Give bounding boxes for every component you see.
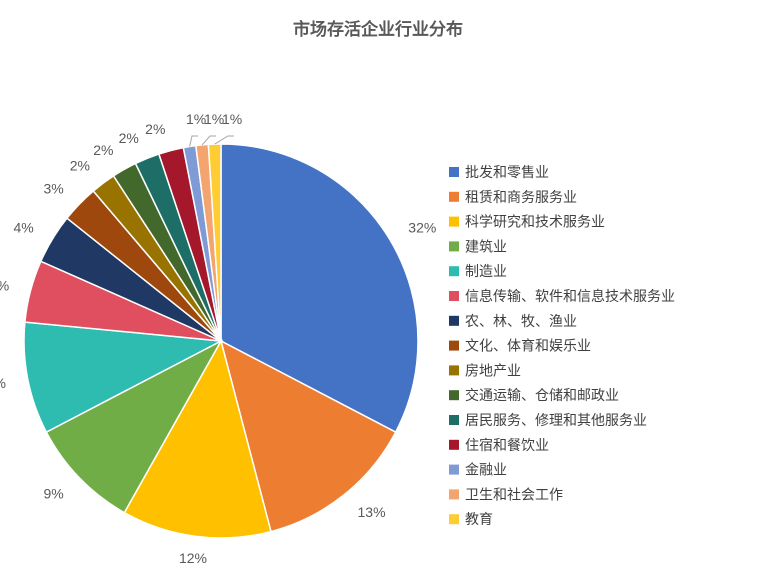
legend-swatch <box>449 365 459 376</box>
data-label: 1% <box>204 111 224 127</box>
legend-item: 制造业 <box>449 264 507 280</box>
legend-label: 交通运输、仓储和邮政业 <box>465 387 619 404</box>
data-label: 1% <box>222 111 242 127</box>
legend-swatch <box>449 167 459 177</box>
legend-item: 金融业 <box>449 463 507 479</box>
data-label: 3% <box>43 181 63 197</box>
data-label: 9% <box>43 485 63 501</box>
data-label: 2% <box>93 142 113 158</box>
legend-item: 教育 <box>449 512 493 528</box>
data-label: 32% <box>408 220 436 236</box>
data-label: 4% <box>13 220 33 236</box>
legend-swatch <box>449 315 459 326</box>
legend-swatch <box>449 390 459 401</box>
pie-slice <box>23 321 224 434</box>
legend-item: 交通运输、仓储和邮政业 <box>449 387 619 404</box>
legend-item: 批发和零售业 <box>449 165 549 181</box>
legend-item: 租赁和商务服务业 <box>449 190 577 206</box>
legend-label: 文化、体育和娱乐业 <box>465 339 591 355</box>
legend-label: 房地产业 <box>465 363 521 379</box>
legend-swatch <box>449 241 459 252</box>
pie-slice <box>220 143 419 434</box>
legend-swatch <box>449 464 459 475</box>
legend-label: 制造业 <box>465 264 507 280</box>
data-label: 2% <box>119 130 139 146</box>
legend-label: 金融业 <box>465 463 507 479</box>
legend-swatch <box>449 291 459 301</box>
data-label: 12% <box>179 550 207 566</box>
legend-label: 教育 <box>465 512 493 528</box>
data-label: 2% <box>145 121 165 137</box>
legend-item: 建筑业 <box>449 239 507 255</box>
pie-slice <box>207 143 222 342</box>
legend-label: 卫生和社会工作 <box>465 487 563 503</box>
legend-label: 建筑业 <box>465 239 507 255</box>
legend-label: 科学研究和技术服务业 <box>465 215 605 231</box>
leader-line <box>189 135 198 147</box>
legend-swatch <box>449 439 459 450</box>
pie-slice <box>219 339 397 533</box>
legend-item: 房地产业 <box>449 363 521 379</box>
chart-title: 市场存活企业行业分布 <box>293 19 463 40</box>
legend-item: 卫生和社会工作 <box>449 487 563 503</box>
legend-label: 居民服务、修理和其他服务业 <box>465 413 647 429</box>
data-label: 5% <box>0 277 9 293</box>
leader-line <box>201 135 216 146</box>
legend-label: 农、林、牧、渔业 <box>465 314 577 330</box>
data-label: 13% <box>358 504 386 520</box>
legend-label: 批发和零售业 <box>465 165 549 181</box>
legend-label: 信息传输、软件和信息技术服务业 <box>465 288 675 305</box>
pie-slice <box>45 339 223 514</box>
data-labels: 32%13%12%9%9%5%4%3%2%2%2%2%1%1%1% <box>0 111 436 566</box>
legend-swatch <box>449 266 459 277</box>
legend-item: 居民服务、修理和其他服务业 <box>449 413 647 429</box>
leader-lines <box>189 135 234 147</box>
legend-swatch <box>449 340 459 351</box>
legend-item: 信息传输、软件和信息技术服务业 <box>449 288 675 305</box>
legend-item: 文化、体育和娱乐业 <box>449 339 591 355</box>
legend-swatch <box>449 415 459 425</box>
legend-label: 租赁和商务服务业 <box>465 190 577 206</box>
legend-swatch <box>449 191 459 202</box>
legend-swatch <box>449 514 459 525</box>
legend-item: 住宿和餐饮业 <box>449 437 549 454</box>
data-label: 9% <box>0 375 6 391</box>
pie-slices <box>23 143 419 539</box>
legend-swatch <box>449 216 459 227</box>
legend-item: 科学研究和技术服务业 <box>449 215 605 231</box>
legend-item: 农、林、牧、渔业 <box>449 314 577 330</box>
data-label: 2% <box>70 158 90 174</box>
legend-swatch <box>449 489 459 500</box>
leader-line <box>214 135 234 145</box>
pie-slice <box>123 339 272 539</box>
data-label: 1% <box>186 111 206 127</box>
legend-label: 住宿和餐饮业 <box>465 437 549 454</box>
legend: 批发和零售业租赁和商务服务业科学研究和技术服务业建筑业制造业信息传输、软件和信息… <box>449 165 675 528</box>
